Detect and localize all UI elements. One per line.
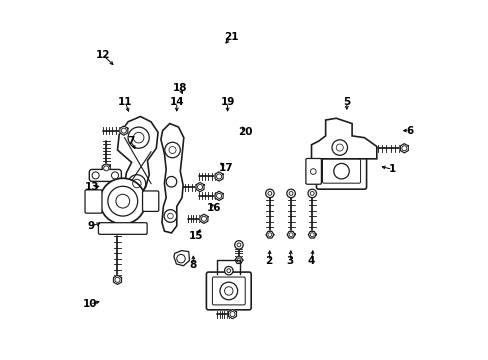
Text: 4: 4 (307, 256, 315, 266)
Circle shape (224, 266, 233, 275)
FancyBboxPatch shape (206, 272, 251, 310)
Polygon shape (215, 172, 223, 181)
Polygon shape (113, 275, 121, 284)
Circle shape (128, 127, 149, 148)
Polygon shape (228, 310, 236, 319)
Circle shape (234, 241, 243, 249)
FancyBboxPatch shape (305, 158, 321, 184)
Circle shape (265, 189, 274, 198)
Circle shape (115, 277, 120, 282)
FancyBboxPatch shape (322, 159, 360, 183)
Circle shape (111, 172, 118, 179)
FancyBboxPatch shape (89, 170, 121, 181)
Polygon shape (400, 144, 407, 153)
Circle shape (331, 140, 347, 155)
Text: 21: 21 (224, 32, 238, 42)
FancyBboxPatch shape (212, 277, 244, 305)
Circle shape (197, 185, 202, 190)
Text: 2: 2 (265, 256, 272, 266)
Circle shape (307, 189, 316, 198)
Text: 16: 16 (207, 203, 222, 213)
Circle shape (216, 193, 221, 198)
Text: 10: 10 (82, 299, 97, 309)
Circle shape (116, 194, 129, 208)
Polygon shape (161, 123, 183, 233)
Text: 17: 17 (219, 163, 233, 173)
Polygon shape (235, 257, 243, 264)
Circle shape (401, 146, 406, 151)
Text: 5: 5 (343, 98, 350, 107)
Circle shape (108, 186, 138, 216)
Text: 9: 9 (87, 221, 94, 231)
Text: 18: 18 (173, 83, 187, 93)
Text: 12: 12 (95, 50, 110, 60)
Text: 11: 11 (118, 98, 132, 107)
Circle shape (164, 210, 176, 222)
Polygon shape (120, 126, 127, 135)
FancyBboxPatch shape (98, 223, 147, 234)
Polygon shape (200, 214, 207, 224)
FancyBboxPatch shape (316, 153, 366, 189)
Circle shape (333, 163, 348, 179)
Circle shape (166, 176, 176, 187)
Circle shape (201, 216, 206, 221)
Circle shape (176, 255, 185, 263)
Circle shape (216, 174, 221, 179)
Text: 8: 8 (189, 260, 197, 270)
Text: 1: 1 (388, 165, 395, 174)
Polygon shape (174, 251, 189, 266)
Text: 20: 20 (238, 127, 252, 138)
Text: 7: 7 (127, 136, 134, 146)
Circle shape (103, 166, 108, 171)
Circle shape (286, 189, 295, 198)
Text: 3: 3 (286, 256, 293, 266)
Circle shape (229, 311, 235, 316)
FancyBboxPatch shape (142, 191, 159, 211)
Polygon shape (196, 183, 203, 192)
Polygon shape (308, 231, 315, 238)
Text: 13: 13 (84, 182, 99, 192)
Circle shape (121, 128, 126, 133)
Polygon shape (265, 231, 273, 238)
Circle shape (128, 175, 145, 192)
Polygon shape (286, 231, 294, 238)
Circle shape (220, 282, 237, 300)
Polygon shape (117, 117, 158, 199)
Polygon shape (311, 118, 376, 159)
Text: 19: 19 (220, 98, 234, 107)
Polygon shape (215, 191, 223, 201)
Text: 6: 6 (405, 126, 412, 136)
FancyBboxPatch shape (85, 190, 102, 213)
Circle shape (164, 142, 180, 158)
Polygon shape (102, 164, 110, 173)
Circle shape (100, 178, 145, 224)
Text: 14: 14 (169, 98, 183, 107)
Circle shape (92, 172, 99, 179)
Text: 15: 15 (188, 231, 203, 242)
Circle shape (310, 169, 315, 174)
